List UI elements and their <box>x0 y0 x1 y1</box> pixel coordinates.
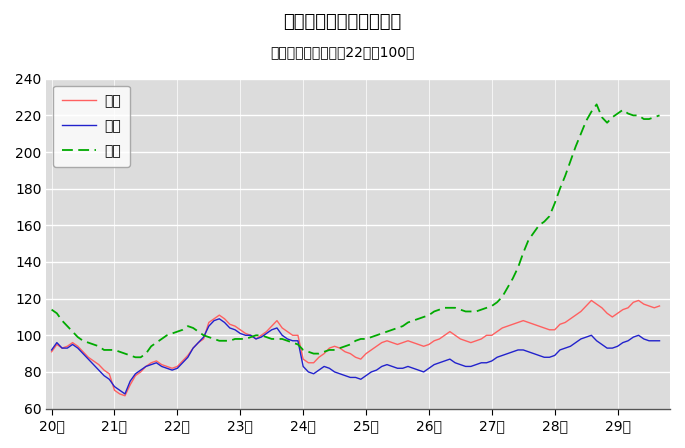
生産 <box>624 305 632 310</box>
出荷 <box>121 391 129 396</box>
出荷 <box>179 360 187 366</box>
出荷 <box>656 338 664 344</box>
Text: （季節調整済、平成22年＝100）: （季節調整済、平成22年＝100） <box>271 45 414 59</box>
生産 <box>179 358 187 364</box>
Text: 鳥取県鉱工業指数の推移: 鳥取県鉱工業指数の推移 <box>284 13 401 31</box>
生産 <box>121 393 129 398</box>
在庫 <box>624 111 632 116</box>
Line: 出荷: 出荷 <box>51 319 660 394</box>
在庫 <box>168 331 176 336</box>
出荷 <box>195 340 203 345</box>
在庫 <box>593 102 601 107</box>
在庫 <box>195 329 203 334</box>
出荷 <box>168 367 176 373</box>
生産 <box>47 349 55 354</box>
在庫 <box>656 113 664 118</box>
出荷 <box>215 316 223 322</box>
在庫 <box>47 307 55 312</box>
Legend: 生産, 出荷, 在庫: 生産, 出荷, 在庫 <box>53 86 129 167</box>
生産 <box>656 303 664 309</box>
生産 <box>195 340 203 345</box>
Line: 生産: 生産 <box>51 301 660 396</box>
生産 <box>587 298 595 303</box>
在庫 <box>325 347 334 353</box>
生産 <box>168 366 176 371</box>
在庫 <box>132 354 140 360</box>
出荷 <box>221 320 229 325</box>
生産 <box>215 312 223 318</box>
生産 <box>325 345 334 351</box>
Line: 在庫: 在庫 <box>51 104 660 357</box>
在庫 <box>179 327 187 332</box>
出荷 <box>330 369 338 375</box>
出荷 <box>47 347 55 353</box>
在庫 <box>215 338 223 344</box>
出荷 <box>624 338 632 344</box>
